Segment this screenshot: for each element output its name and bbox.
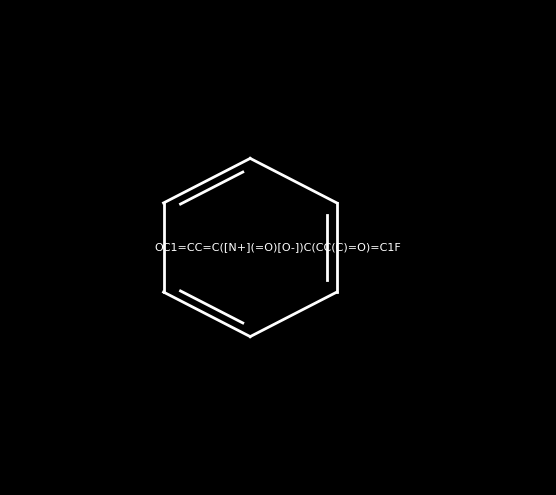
Text: OC1=CC=C([N+](=O)[O-])C(CC(C)=O)=C1F: OC1=CC=C([N+](=O)[O-])C(CC(C)=O)=C1F — [155, 243, 401, 252]
